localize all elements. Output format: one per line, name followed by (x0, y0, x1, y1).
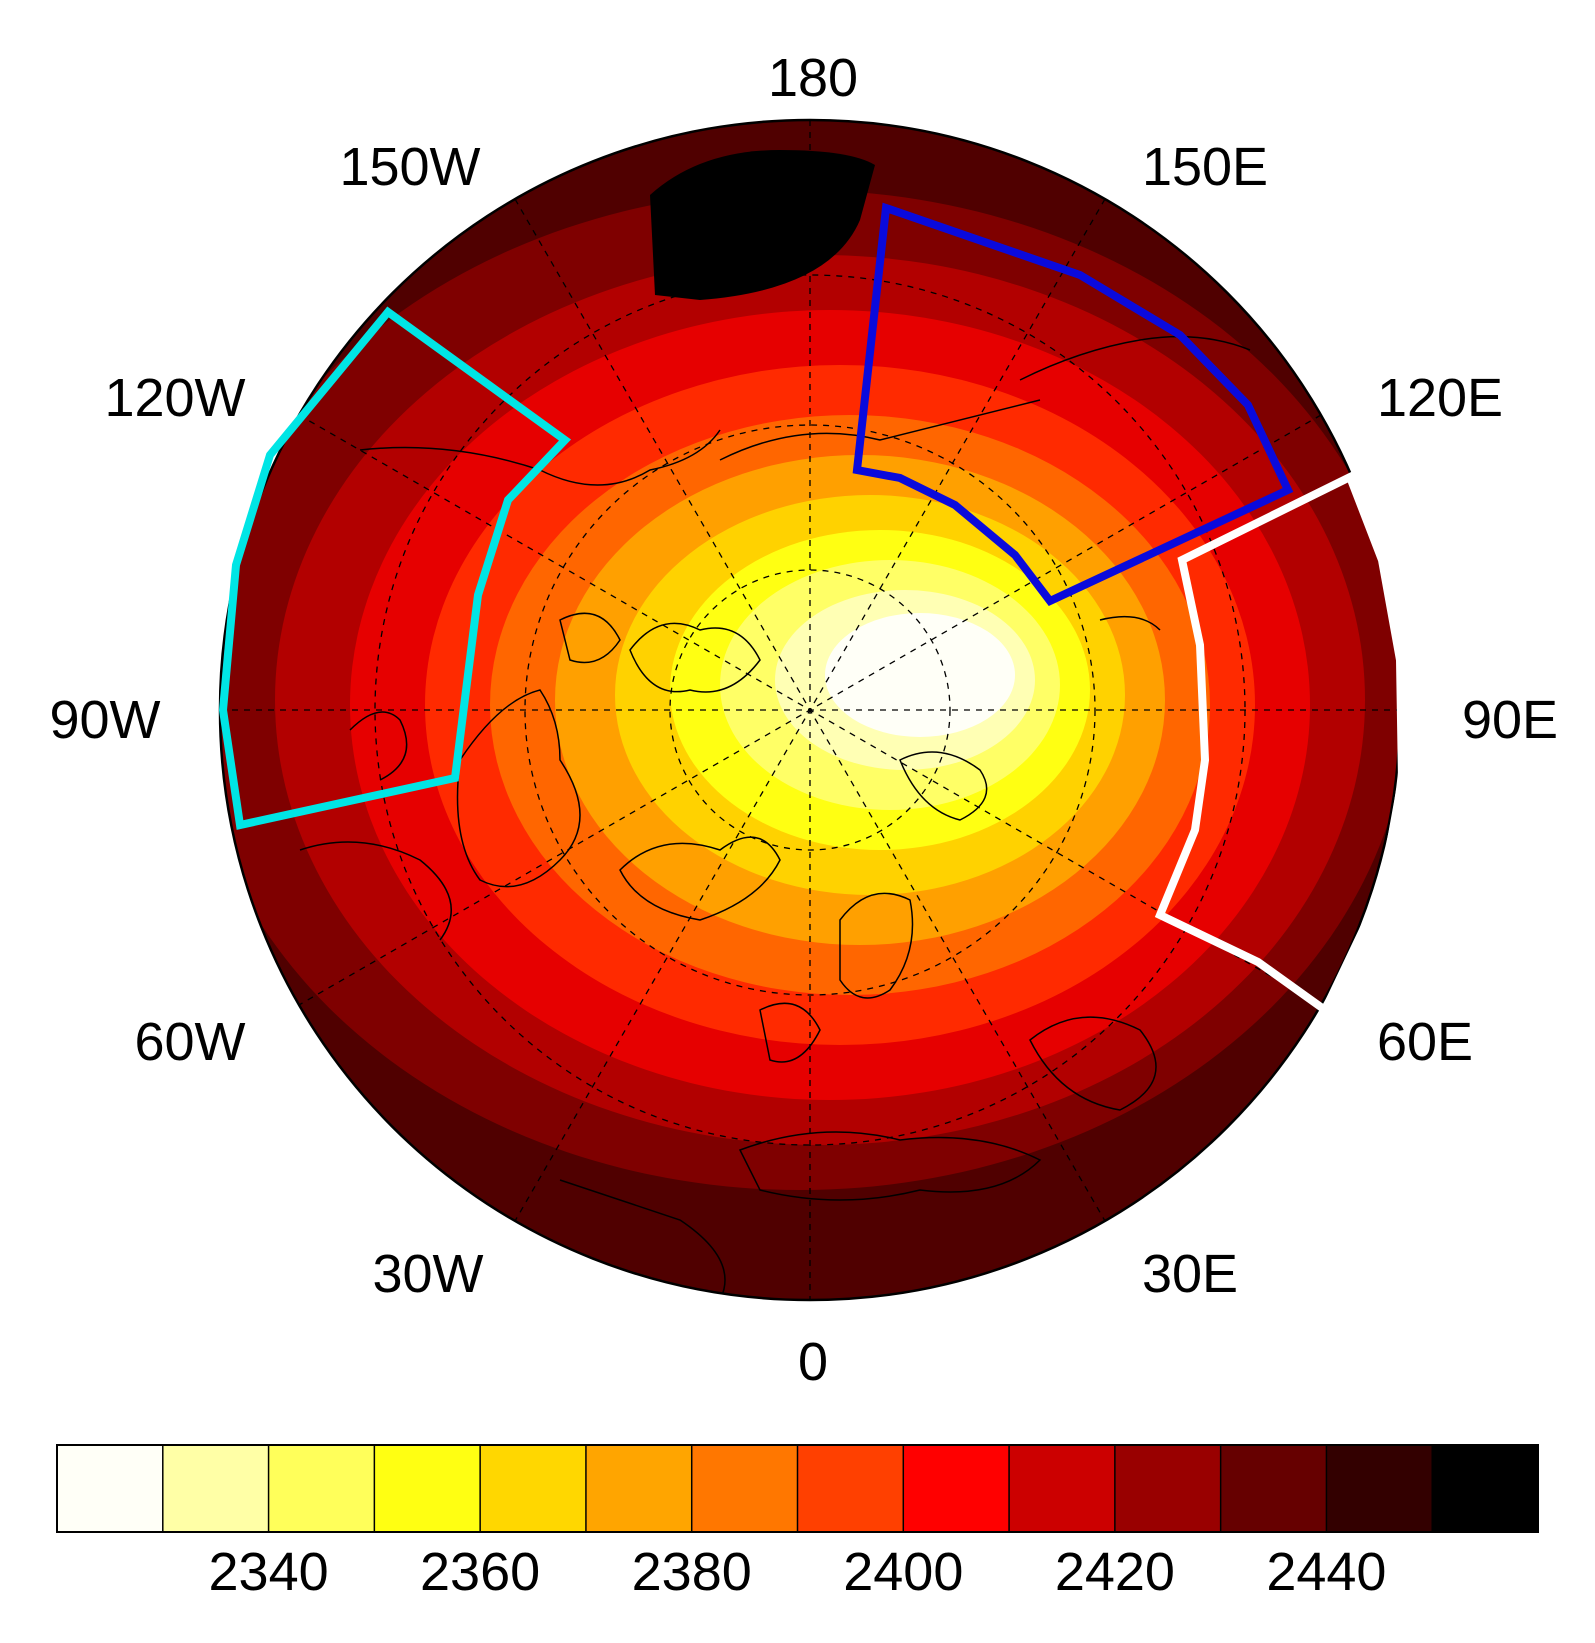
lon-label-120e: 120E (1377, 368, 1503, 428)
colorbar-swatch (585, 1445, 693, 1532)
colorbar-tick-label: 2360 (420, 1542, 540, 1602)
lon-label-30w: 30W (372, 1244, 483, 1304)
lon-label-60e: 60E (1377, 1012, 1473, 1072)
colorbar-swatch (268, 1445, 375, 1532)
cyan-region-box (218, 306, 572, 830)
colorbar-tick-label: 2380 (632, 1542, 752, 1602)
colorbar-tick-label: 2420 (1055, 1542, 1175, 1602)
white-region-box (1154, 471, 1407, 1017)
colorbar: 2340 2360 2380 2400 2420 2440 (56, 1444, 1539, 1602)
graticule (220, 120, 1400, 1300)
longitude-labels: 180 150E 120E 90E 60E 30E 0 30W 60W 90W … (49, 48, 1558, 1392)
colorbar-swatch (374, 1445, 481, 1532)
lon-label-30e: 30E (1142, 1244, 1238, 1304)
colorbar-swatch (797, 1445, 904, 1532)
lon-label-0: 0 (798, 1332, 828, 1392)
colorbar-swatch (903, 1445, 1010, 1532)
colorbar-swatch (1114, 1445, 1222, 1532)
colorbar-tick-label: 2440 (1266, 1542, 1386, 1602)
lon-label-120w: 120W (104, 368, 245, 428)
colorbar-swatch (1220, 1445, 1327, 1532)
colorbar-swatch (691, 1445, 798, 1532)
colorbar-tick-label: 2400 (843, 1542, 963, 1602)
colorbar-swatch (1009, 1445, 1116, 1532)
colorbar-swatch (162, 1445, 270, 1532)
lon-label-90w: 90W (49, 690, 160, 750)
lon-label-90e: 90E (1462, 690, 1558, 750)
blue-region-box (852, 202, 1294, 606)
lon-label-180: 180 (768, 48, 858, 108)
lon-label-60w: 60W (134, 1012, 245, 1072)
colorbar-swatch (1432, 1445, 1539, 1532)
colorbar-swatch (1326, 1445, 1433, 1532)
lon-label-150e: 150E (1142, 137, 1268, 197)
colorbar-frame (56, 1444, 1539, 1533)
colorbar-swatch (57, 1445, 164, 1532)
colorbar-tick-label: 2340 (209, 1542, 329, 1602)
field-maximum-blob (650, 150, 875, 300)
field-band-13 (825, 613, 1015, 737)
colorbar-swatch (480, 1445, 587, 1532)
coastlines (299, 335, 1251, 1300)
contour-field (220, 120, 1400, 1300)
lon-label-150w: 150W (339, 137, 480, 197)
